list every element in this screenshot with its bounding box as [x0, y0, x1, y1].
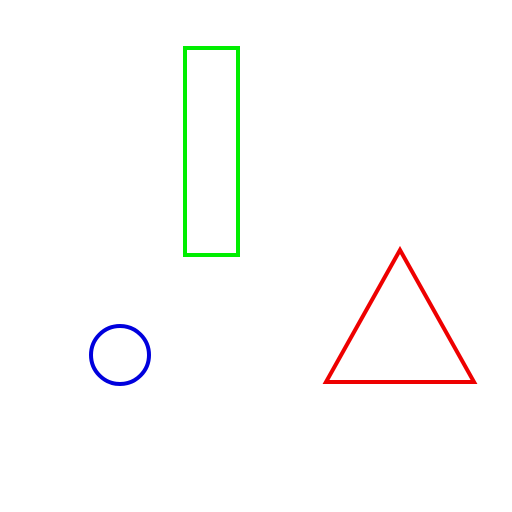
blue-circle-outline [89, 324, 151, 386]
green-rectangle-outline [183, 46, 240, 257]
red-triangle-outline [322, 245, 478, 384]
